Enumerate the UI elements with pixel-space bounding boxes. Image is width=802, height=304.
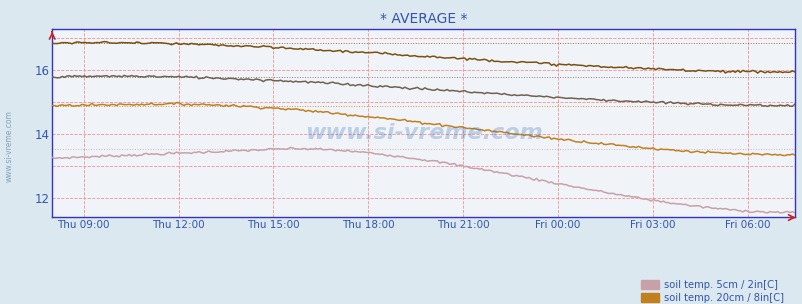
Text: www.si-vreme.com: www.si-vreme.com [5,110,14,182]
Title: * AVERAGE *: * AVERAGE * [379,12,467,26]
Legend: soil temp. 5cm / 2in[C], soil temp. 20cm / 8in[C], soil temp. 30cm / 12in[C], so: soil temp. 5cm / 2in[C], soil temp. 20cm… [640,280,789,304]
Text: www.si-vreme.com: www.si-vreme.com [304,123,542,143]
